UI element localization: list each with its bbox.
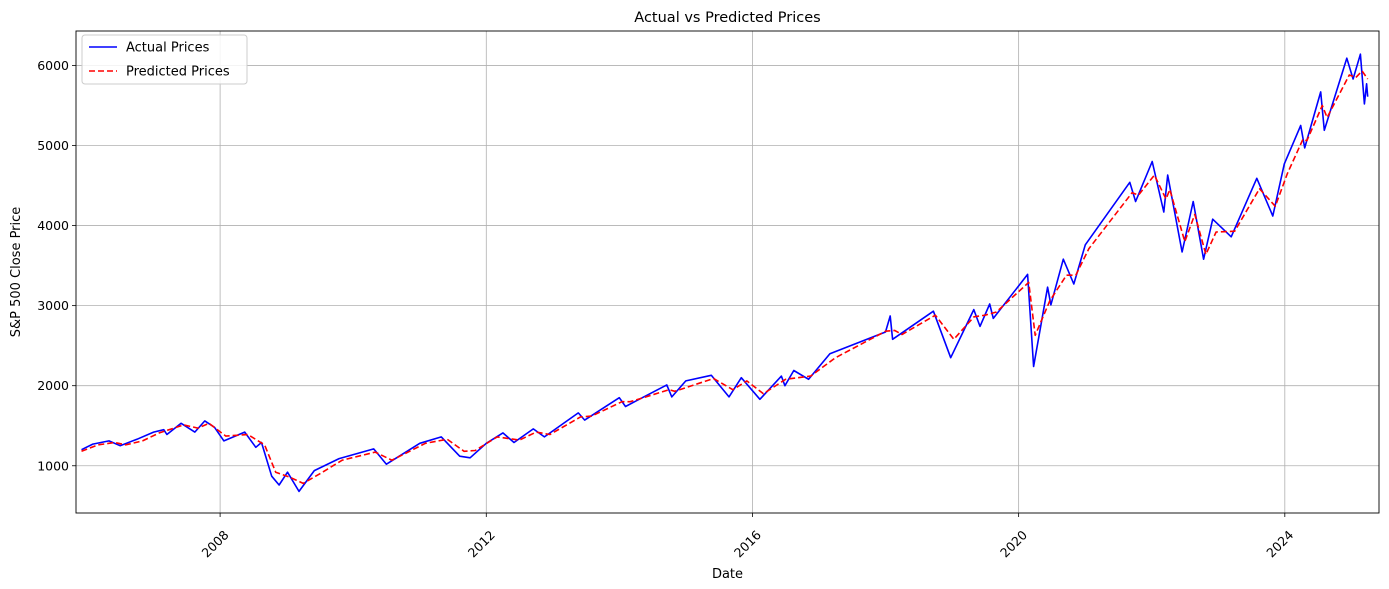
y-tick-label: 5000 bbox=[37, 138, 69, 153]
y-axis-label: S&P 500 Close Price bbox=[9, 207, 24, 338]
legend: Actual Prices Predicted Prices bbox=[81, 34, 248, 85]
x-axis-label: Date bbox=[712, 567, 743, 582]
actual-prices-line bbox=[81, 53, 1369, 493]
legend-predicted-label: Predicted Prices bbox=[126, 65, 230, 80]
legend-box bbox=[81, 34, 248, 85]
y-axis-ticks: 1000 2000 3000 4000 5000 6000 bbox=[37, 58, 76, 473]
y-tick-label: 3000 bbox=[37, 298, 69, 313]
legend-actual-label: Actual Prices bbox=[126, 41, 210, 56]
series-layer bbox=[81, 53, 1369, 493]
y-tick-label: 1000 bbox=[37, 458, 69, 473]
grid bbox=[76, 31, 1379, 513]
chart-title: Actual vs Predicted Prices bbox=[634, 10, 820, 26]
y-tick-label: 4000 bbox=[37, 218, 69, 233]
plot-frame bbox=[75, 30, 1380, 514]
y-tick-label: 2000 bbox=[37, 378, 69, 393]
y-tick-label: 6000 bbox=[37, 58, 69, 73]
predicted-prices-line bbox=[81, 70, 1369, 485]
